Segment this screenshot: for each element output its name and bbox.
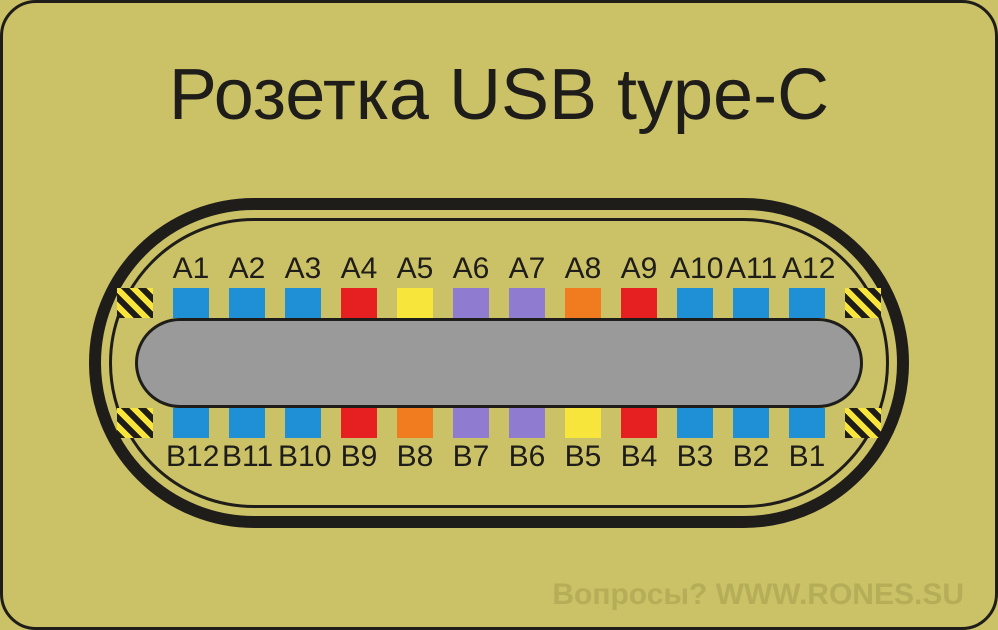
pin <box>509 288 545 318</box>
pin <box>733 288 769 318</box>
pin-label: A7 <box>502 252 552 286</box>
pin-label: B8 <box>390 440 440 474</box>
pin <box>621 408 657 438</box>
pin-label: B11 <box>222 440 272 474</box>
pin <box>341 288 377 318</box>
pin-row-top <box>0 288 998 318</box>
pin-label: A6 <box>446 252 496 286</box>
page-title: Розетка USB type-C <box>0 54 998 136</box>
pin <box>397 408 433 438</box>
pin-label: B7 <box>446 440 496 474</box>
shield-hatch <box>845 408 881 438</box>
pin-labels-top: A1A2A3A4A5A6A7A8A9A10A11A12 <box>0 252 998 286</box>
pin <box>789 288 825 318</box>
pin-label: B10 <box>278 440 328 474</box>
pin-label: B9 <box>334 440 384 474</box>
pin <box>789 408 825 438</box>
pin <box>733 408 769 438</box>
pin-label: A5 <box>390 252 440 286</box>
pin <box>453 408 489 438</box>
pin-label: B5 <box>558 440 608 474</box>
shield-hatch <box>845 288 881 318</box>
pin-label: B1 <box>782 440 832 474</box>
pin-label: A3 <box>278 252 328 286</box>
pin-label: B12 <box>166 440 216 474</box>
pin <box>509 408 545 438</box>
connector-tongue <box>135 318 863 408</box>
shield-hatch <box>117 288 153 318</box>
pin-label: B4 <box>614 440 664 474</box>
pin <box>621 288 657 318</box>
pin-label: B2 <box>726 440 776 474</box>
pin <box>397 288 433 318</box>
pin <box>173 288 209 318</box>
pin <box>229 408 265 438</box>
pin <box>229 288 265 318</box>
pin-label: B3 <box>670 440 720 474</box>
pin-label: A9 <box>614 252 664 286</box>
pin <box>341 408 377 438</box>
pin <box>173 408 209 438</box>
pin-label: A10 <box>670 252 720 286</box>
pin-label: A2 <box>222 252 272 286</box>
pin-row-bottom <box>0 408 998 438</box>
pin-labels-bottom: B12B11B10B9B8B7B6B5B4B3B2B1 <box>0 440 998 474</box>
pin-label: A4 <box>334 252 384 286</box>
footer-credit: Вопросы? WWW.RONES.SU <box>552 578 964 612</box>
pin <box>677 408 713 438</box>
pin <box>677 288 713 318</box>
pin-label: A11 <box>726 252 776 286</box>
diagram-canvas: Розетка USB type-C A1A2A3A4A5A6A7A8A9A10… <box>0 0 998 630</box>
pin <box>285 408 321 438</box>
pin-label: A1 <box>166 252 216 286</box>
pin <box>285 288 321 318</box>
pin <box>565 288 601 318</box>
pin <box>565 408 601 438</box>
shield-hatch <box>117 408 153 438</box>
pin <box>453 288 489 318</box>
pin-label: A12 <box>782 252 832 286</box>
pin-label: B6 <box>502 440 552 474</box>
pin-label: A8 <box>558 252 608 286</box>
